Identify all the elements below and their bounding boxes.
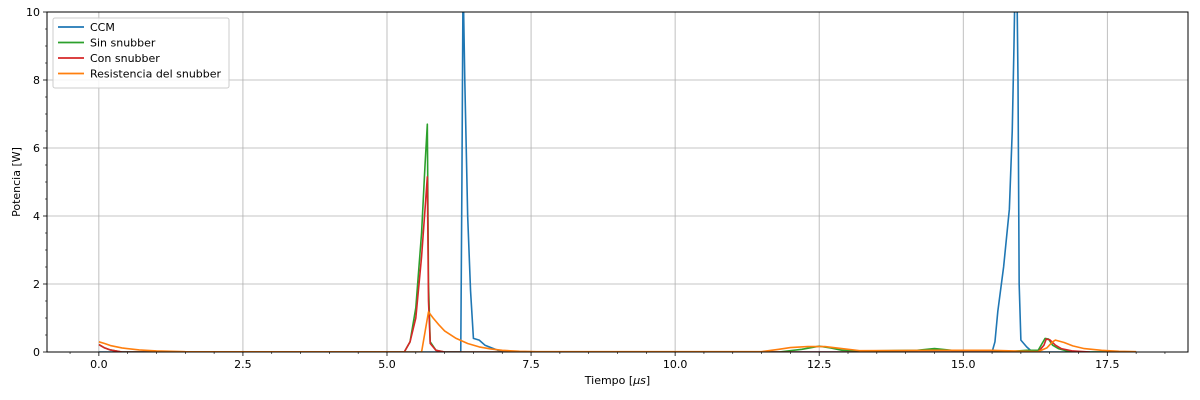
y-tick-label: 6 [33,142,40,155]
x-tick-label: 0.0 [90,358,108,371]
x-tick-label: 10.0 [663,358,688,371]
x-tick-label: 7.5 [522,358,540,371]
y-tick-label: 10 [26,6,40,19]
x-tick-label: 2.5 [234,358,252,371]
legend-entry: CCM [90,21,115,34]
legend-entry: Resistencia del snubber [90,68,222,81]
legend-entry: Con snubber [90,52,160,65]
legend-entry: Sin snubber [90,37,156,50]
y-tick-label: 0 [33,346,40,359]
series-line-ccm [98,12,1137,352]
y-tick-label: 2 [33,278,40,291]
y-tick-label: 8 [33,74,40,87]
series-line-con-snubber [98,176,1091,352]
x-tick-label: 12.5 [807,358,832,371]
plot-frame [46,11,1189,353]
series-lines [98,12,1137,352]
x-tick-label: 5.0 [378,358,396,371]
x-axis-label-end: ] [646,374,650,387]
x-axis-label: Tiempo [μs] [584,374,650,387]
x-tick-label: 15.0 [951,358,976,371]
legend: CCM Sin snubber Con snubber Resistencia del… [52,17,230,89]
x-tick-label: 17.5 [1095,358,1120,371]
x-axis-label-main: Tiempo [ [584,374,633,387]
y-axis-label: Potencia [W] [10,147,23,217]
x-axis-label-mu: μs [632,374,646,387]
axes: 0.0 2.5 5.0 7.5 10.0 12.5 15.0 17.5 0 2 4 6 8 10 [26,6,1166,371]
y-tick-label: 4 [33,210,40,223]
legend-box [52,17,230,89]
series-line-resistencia-del-snubber [98,311,1137,352]
series-line-sin-snubber [98,123,1108,352]
